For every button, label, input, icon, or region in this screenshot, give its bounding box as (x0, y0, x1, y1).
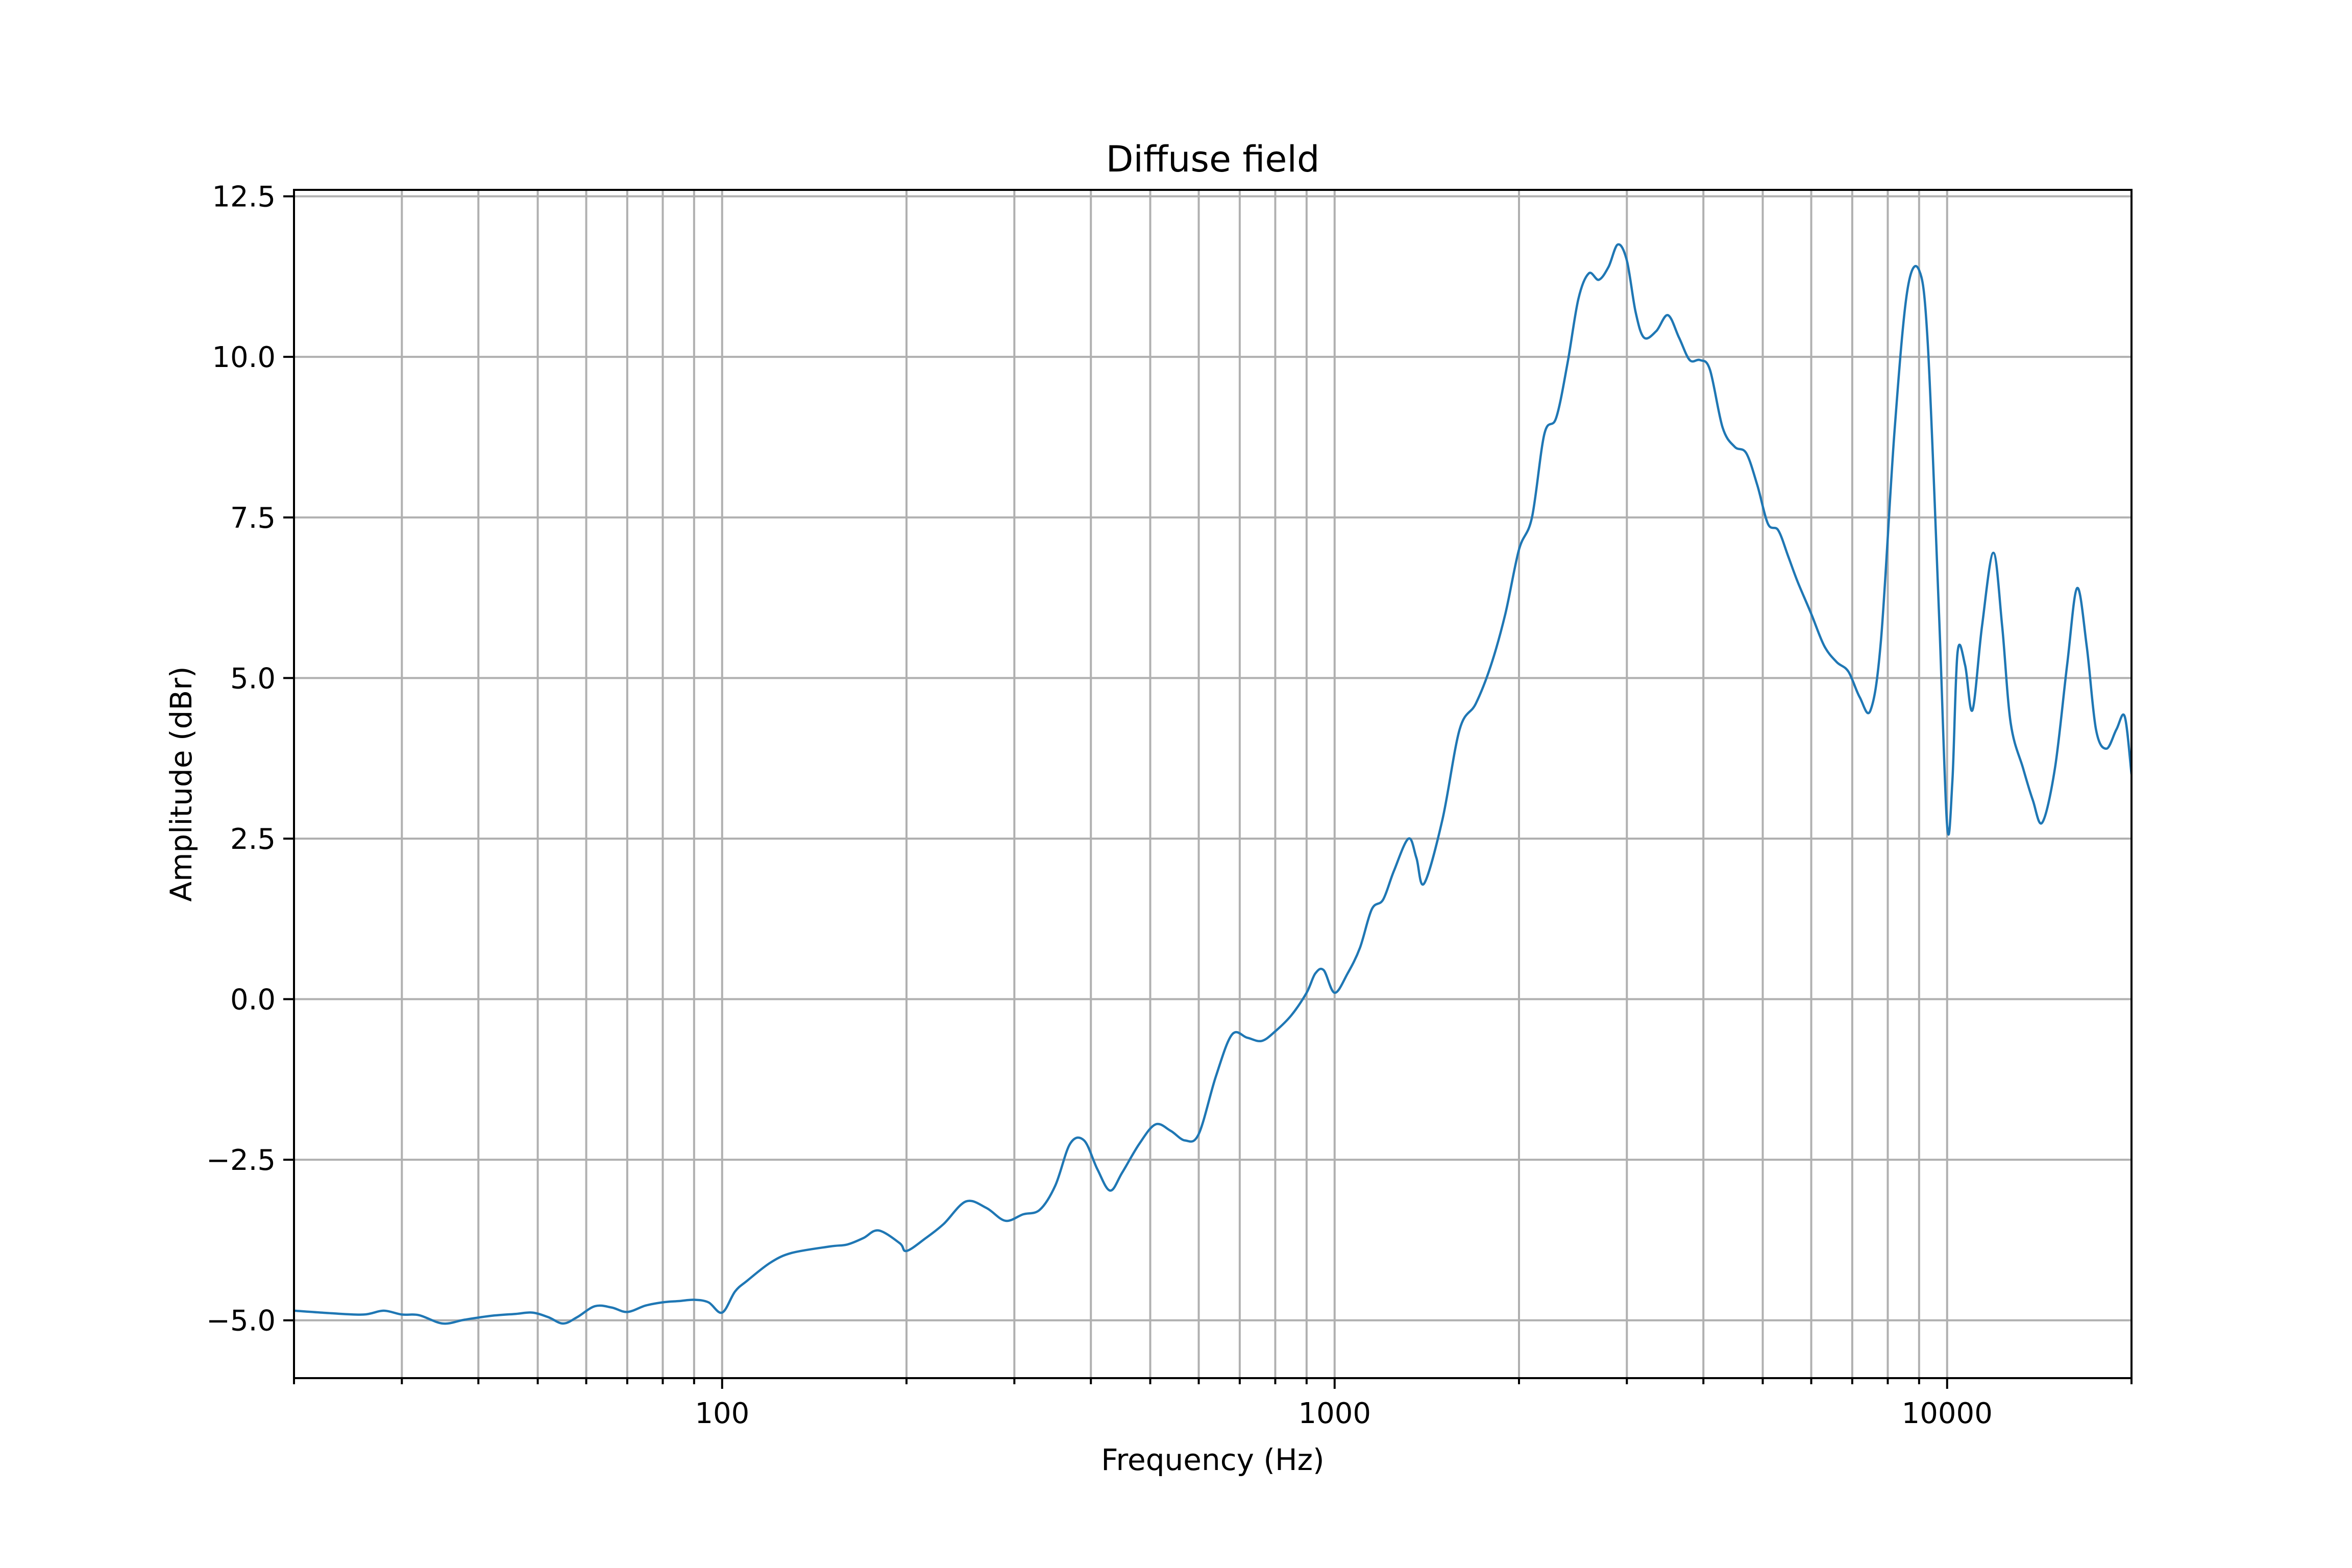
x-tick-label: 1000 (1298, 1397, 1371, 1430)
y-tick-label: −5.0 (206, 1305, 276, 1338)
x-axis-label: Frequency (Hz) (1101, 1442, 1324, 1477)
y-tick-label: 10.0 (212, 341, 276, 374)
y-tick-label: −2.5 (206, 1144, 276, 1177)
chart-title: Diffuse field (1106, 138, 1320, 180)
y-tick-label: 12.5 (212, 181, 276, 214)
y-axis-label: Amplitude (dBr) (164, 666, 199, 901)
y-tick-label: 7.5 (230, 502, 276, 535)
x-tick-label: 100 (695, 1397, 749, 1430)
x-tick-label: 10000 (1902, 1397, 1993, 1430)
grid (293, 190, 2133, 1378)
y-tick-label: 5.0 (230, 662, 276, 695)
y-tick-label: 2.5 (230, 823, 276, 856)
plot-frame (293, 189, 2133, 1379)
series-line-diffuse-field (294, 243, 2132, 1325)
y-tick-label: 0.0 (230, 984, 276, 1017)
series-layer (294, 243, 2132, 1325)
axis-ticks: −5.0 −2.5 0.0 2.5 5.0 7.5 10.0 12.5 100 1000 10000 (206, 181, 2133, 1430)
